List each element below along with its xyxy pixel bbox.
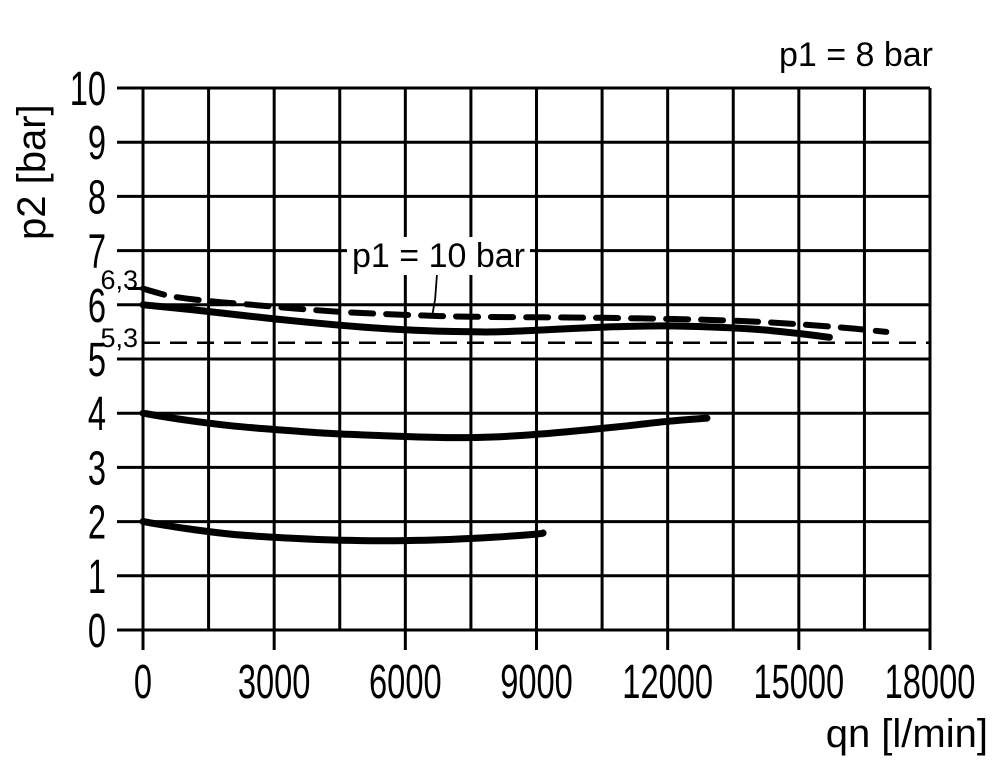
- x-tick-label: 18000: [885, 655, 976, 709]
- gridlines: [141, 86, 932, 632]
- y-special-label-6-3: 6,3: [100, 265, 138, 295]
- axis-ticks: [117, 86, 932, 650]
- x-tick-label: 12000: [622, 655, 713, 709]
- y-tick-label: 3: [88, 441, 106, 495]
- y-special-label-5-3: 5,3: [100, 323, 138, 353]
- annotation-p1-8bar: p1 = 8 bar: [778, 36, 933, 74]
- y-tick-label: 1: [88, 550, 106, 604]
- annotation-p1-10bar: p1 = 10 bar: [347, 237, 530, 275]
- annotation-leader-line: [431, 273, 438, 316]
- x-tick-label: 6000: [369, 655, 442, 709]
- curve-set-4bar: [139, 409, 711, 442]
- curve-p1-10bar: [140, 285, 890, 335]
- y-tick-label: 8: [88, 170, 106, 224]
- x-axis-title: qn [l/min]: [825, 712, 988, 756]
- y-tick-label: 5: [88, 333, 106, 387]
- y-tick-label: 9: [88, 116, 106, 170]
- x-tick-label: 9000: [500, 655, 573, 709]
- y-tick-label: 4: [88, 387, 106, 441]
- x-tick-label: 0: [134, 655, 152, 709]
- y-tick-label: 10: [70, 62, 106, 116]
- y-tick-label: 0: [88, 604, 106, 658]
- x-tick-label: 15000: [753, 655, 844, 709]
- y-tick-label: 6: [88, 279, 106, 333]
- x-tick-label: 3000: [238, 655, 311, 709]
- y-axis-title: p2 [bar]: [10, 104, 54, 240]
- curve-set-2bar: [139, 518, 547, 545]
- curve-set-6bar: [139, 301, 833, 341]
- y-tick-label: 7: [88, 224, 106, 278]
- y-tick-label: 2: [88, 495, 106, 549]
